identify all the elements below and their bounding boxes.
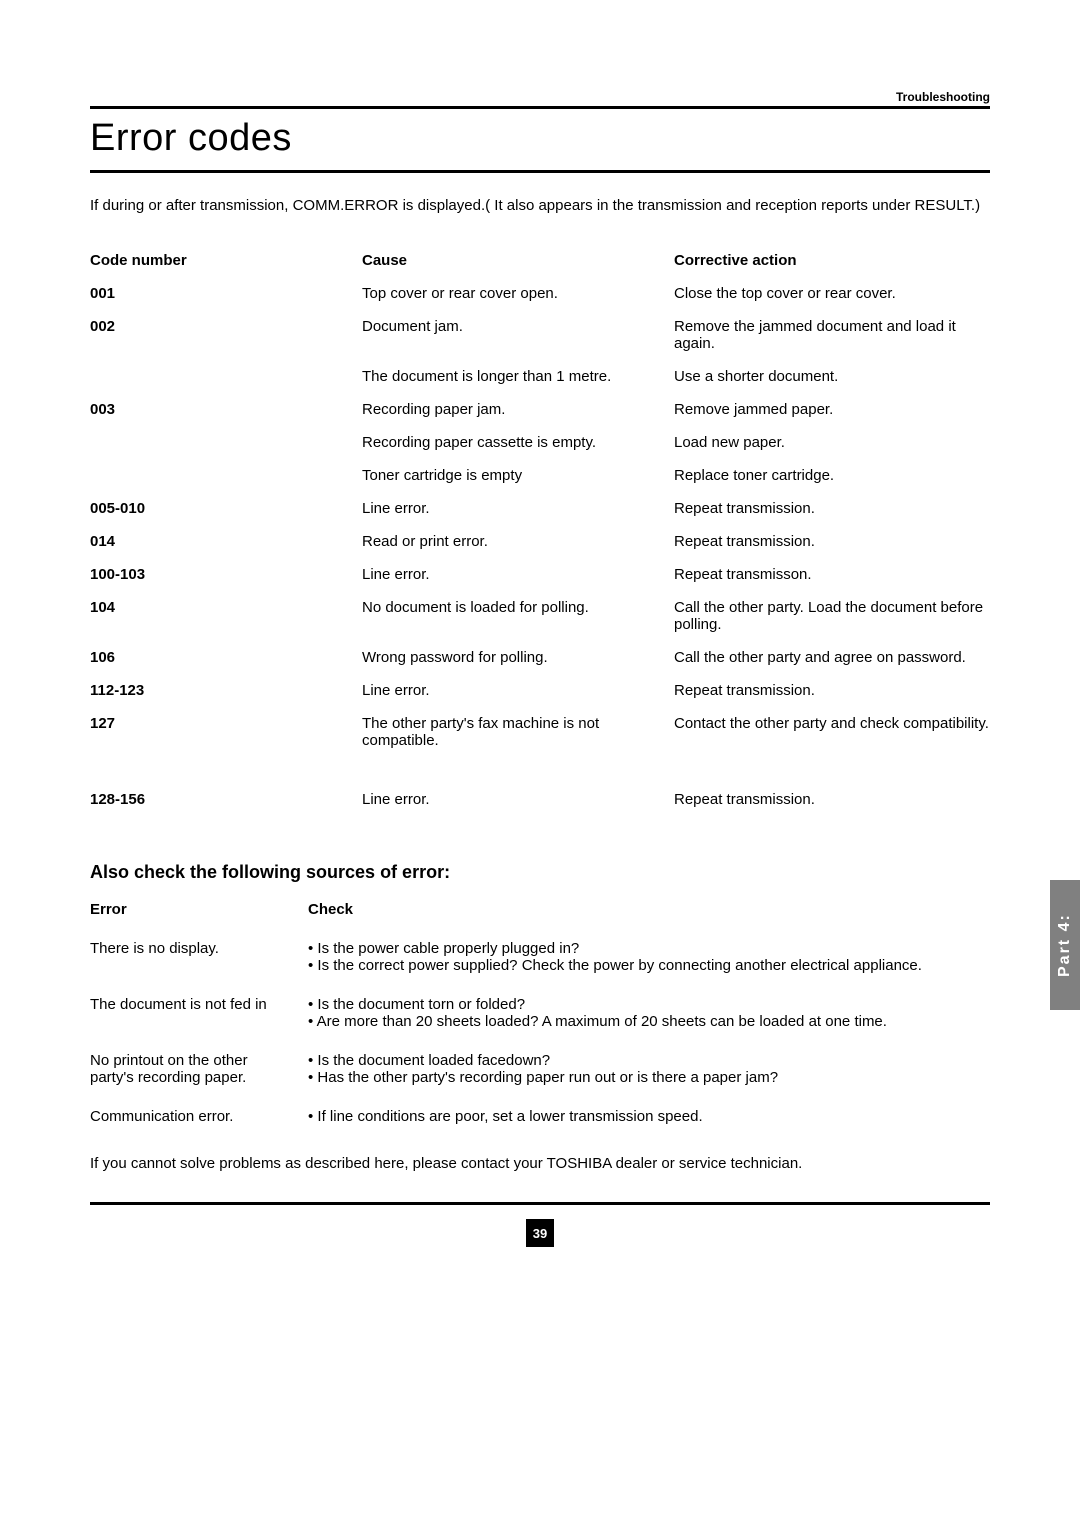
code-cause-cell: Wrong password for polling.: [362, 649, 662, 666]
check-error-cell: No printout on the other party's recordi…: [90, 1052, 290, 1086]
code-number-cell: 112-123: [90, 682, 350, 699]
code-action-cell: Call the other party. Load the document …: [674, 599, 990, 633]
codes-header-action: Corrective action: [674, 252, 990, 269]
also-check-title: Also check the following sources of erro…: [90, 862, 990, 883]
code-action-cell: Remove the jammed document and load it a…: [674, 318, 990, 352]
check-items-cell: Is the power cable properly plugged in?I…: [308, 940, 990, 974]
code-action-cell: Replace toner cartridge.: [674, 467, 990, 484]
check-item: Has the other party's recording paper ru…: [308, 1069, 990, 1086]
code-number-cell: 127: [90, 715, 350, 749]
check-item: Is the document loaded facedown?: [308, 1052, 990, 1069]
checks-header-error: Error: [90, 901, 290, 918]
bottom-rule: [90, 1202, 990, 1205]
code-number-cell: 003: [90, 401, 350, 418]
error-codes-table: Code number Cause Corrective action 001 T…: [90, 252, 990, 808]
error-checks-table: Error Check There is no display. Is the p…: [90, 901, 990, 1125]
code-action-cell: Remove jammed paper.: [674, 401, 990, 418]
check-items-cell: Is the document loaded facedown?Has the …: [308, 1052, 990, 1086]
check-items-cell: Is the document torn or folded?Are more …: [308, 996, 990, 1030]
code-action-cell: Repeat transmission.: [674, 682, 990, 699]
checks-header-check: Check: [308, 901, 990, 918]
code-number-cell: [90, 368, 350, 385]
code-cause-cell: Recording paper cassette is empty.: [362, 434, 662, 451]
code-action-cell: Repeat transmission.: [674, 500, 990, 517]
code-cause-cell: Line error.: [362, 566, 662, 583]
check-error-cell: The document is not fed in: [90, 996, 290, 1030]
codes-header-code: Code number: [90, 252, 350, 269]
code-action-cell: Close the top cover or rear cover.: [674, 285, 990, 302]
code-cause-cell: Line error.: [362, 500, 662, 517]
intro-paragraph: If during or after transmission, COMM.ER…: [90, 197, 990, 214]
code-cause-cell: Toner cartridge is empty: [362, 467, 662, 484]
check-item: If line conditions are poor, set a lower…: [308, 1108, 990, 1125]
header-section-label: Troubleshooting: [90, 90, 990, 104]
code-action-cell: Contact the other party and check compat…: [674, 715, 990, 749]
codes-header-cause: Cause: [362, 252, 662, 269]
top-rule: [90, 106, 990, 109]
check-item: Are more than 20 sheets loaded? A maximu…: [308, 1013, 990, 1030]
code-cause-cell: The other party's fax machine is not com…: [362, 715, 662, 749]
code-action-cell: Call the other party and agree on passwo…: [674, 649, 990, 666]
check-items-cell: If line conditions are poor, set a lower…: [308, 1108, 990, 1125]
check-item: Is the document torn or folded?: [308, 996, 990, 1013]
code-number-cell: 014: [90, 533, 350, 550]
code-action-cell: Repeat transmisson.: [674, 566, 990, 583]
code-number-cell: 106: [90, 649, 350, 666]
code-cause-cell: Top cover or rear cover open.: [362, 285, 662, 302]
check-error-cell: There is no display.: [90, 940, 290, 974]
code-number-cell: [90, 467, 350, 484]
code-number-cell: [90, 434, 350, 451]
code-number-cell: 128-156: [90, 791, 350, 808]
code-number-cell: 001: [90, 285, 350, 302]
code-cause-cell: No document is loaded for polling.: [362, 599, 662, 633]
code-number-cell: 100-103: [90, 566, 350, 583]
code-number-cell: 005-010: [90, 500, 350, 517]
code-number-cell: 104: [90, 599, 350, 633]
code-action-cell: Repeat transmission.: [674, 533, 990, 550]
code-cause-cell: Line error.: [362, 682, 662, 699]
code-cause-cell: Read or print error.: [362, 533, 662, 550]
page-number-badge: 39: [526, 1219, 554, 1247]
code-cause-cell: Line error.: [362, 791, 662, 808]
code-cause-cell: Recording paper jam.: [362, 401, 662, 418]
code-action-cell: Use a shorter document.: [674, 368, 990, 385]
footer-note: If you cannot solve problems as describe…: [90, 1155, 990, 1172]
page-title: Error codes: [90, 117, 990, 160]
code-cause-cell: The document is longer than 1 metre.: [362, 368, 662, 385]
check-item: Is the correct power supplied? Check the…: [308, 957, 990, 974]
title-underline-rule: [90, 170, 990, 173]
code-action-cell: Repeat transmission.: [674, 791, 990, 808]
code-cause-cell: Document jam.: [362, 318, 662, 352]
side-tab-part4: Part 4:: [1050, 880, 1080, 1010]
code-action-cell: Load new paper.: [674, 434, 990, 451]
code-number-cell: 002: [90, 318, 350, 352]
check-error-cell: Communication error.: [90, 1108, 290, 1125]
check-item: Is the power cable properly plugged in?: [308, 940, 990, 957]
